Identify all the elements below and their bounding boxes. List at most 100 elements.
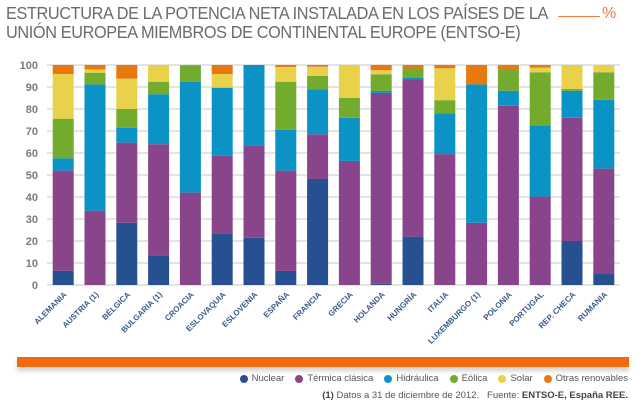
- bar-segment-hidr-ulica: [307, 89, 329, 135]
- footnote: (1) Datos a 31 de diciembre de 2012. Fue…: [322, 390, 628, 401]
- bar-segment-otras-renovables: [52, 65, 74, 75]
- bar-stack: [307, 65, 329, 285]
- legend-label: Eólica: [461, 373, 488, 384]
- chart-title-line-2: UNIÓN EUROPEA MIEMBROS DE CONTINENTAL EU…: [6, 22, 521, 42]
- bar-segment-e-lica: [84, 72, 106, 85]
- bar-segment-solar: [561, 65, 583, 89]
- x-tick-label: RUMANIA: [576, 290, 609, 323]
- x-tick-label: POLONIA: [482, 290, 514, 322]
- bar-segment-hidr-ulica: [466, 84, 488, 223]
- bar-segment-otras-renovables: [179, 65, 201, 66]
- bar-segment-hidr-ulica: [370, 90, 392, 93]
- bar-stack: [275, 65, 297, 285]
- chart-title: ESTRUCTURA DE LA POTENCIA NETA INSTALADA…: [6, 4, 548, 42]
- bar-segment-t-rmica-cl-sica: [211, 155, 233, 234]
- bar-segment-solar: [52, 74, 74, 119]
- bar-segment-solar: [275, 66, 297, 82]
- bar-segment-hidr-ulica: [116, 127, 138, 143]
- bar-segment-e-lica: [370, 74, 392, 91]
- legend-item: Otras renovables: [543, 373, 628, 384]
- bar-segment-otras-renovables: [434, 65, 456, 69]
- x-tick-label: ESPAÑA: [262, 290, 292, 320]
- bar-stack: [434, 65, 456, 285]
- bar-segment-hidr-ulica: [84, 84, 106, 211]
- footnote-text: Datos a 31 de diciembre de 2012.: [336, 390, 480, 401]
- bar-segment-nuclear: [561, 241, 583, 285]
- source-label: Fuente:: [487, 390, 520, 401]
- legend-item: Térmica clásica: [295, 373, 373, 384]
- bar-stack: [529, 65, 551, 285]
- bar-segment-e-lica: [52, 118, 74, 159]
- bar-segment-otras-renovables: [211, 65, 233, 75]
- bar-segment-e-lica: [497, 70, 519, 91]
- bar-segment-solar: [116, 78, 138, 109]
- bar-stack: [561, 65, 583, 285]
- bar-segment-t-rmica-cl-sica: [561, 117, 583, 241]
- bar-stack: [148, 65, 170, 285]
- y-tick-label: 70: [26, 126, 38, 138]
- bar-segment-e-lica: [434, 100, 456, 114]
- y-tick-label: 80: [26, 104, 38, 116]
- bar-segment-e-lica: [561, 88, 583, 91]
- legend-label: Térmica clásica: [307, 373, 374, 384]
- bar-stack: [84, 65, 106, 285]
- bar-segment-nuclear: [243, 237, 265, 285]
- bar-segment-hidr-ulica: [148, 94, 170, 145]
- footnote-marker: (1): [322, 390, 334, 401]
- bar-segment-otras-renovables: [275, 65, 297, 67]
- bar-stack: [497, 65, 519, 285]
- unit-rule: [558, 16, 600, 17]
- bar-stack: [338, 65, 360, 285]
- bar-segment-hidr-ulica: [338, 117, 360, 161]
- bar-stack: [402, 65, 424, 285]
- bar-segment-hidr-ulica: [593, 99, 615, 169]
- bar-segment-t-rmica-cl-sica: [84, 210, 106, 285]
- bar-stack: [466, 65, 488, 285]
- bars: [52, 65, 615, 285]
- legend-label: Otras renovables: [555, 373, 628, 384]
- y-tick-label: 10: [26, 258, 38, 270]
- bar-segment-e-lica: [593, 72, 615, 100]
- legend-swatch-icon: [449, 374, 458, 383]
- unit-label: %: [602, 5, 617, 22]
- bar-segment-nuclear: [116, 222, 138, 285]
- bar-segment-solar: [84, 69, 106, 73]
- bar-segment-t-rmica-cl-sica: [370, 92, 392, 284]
- legend-swatch-icon: [295, 374, 304, 383]
- x-tick-label: CROACIA: [163, 290, 196, 323]
- bar-segment-e-lica: [307, 76, 329, 90]
- bar-segment-otras-renovables: [529, 65, 551, 68]
- bar-segment-t-rmica-cl-sica: [593, 168, 615, 274]
- y-tick-label: 0: [32, 280, 38, 292]
- bar-segment-t-rmica-cl-sica: [338, 160, 360, 285]
- legend-label: Nuclear: [251, 373, 285, 384]
- bar-segment-hidr-ulica: [243, 65, 265, 146]
- bar-segment-e-lica: [116, 109, 138, 128]
- x-tick-label: FRANCIA: [291, 290, 323, 322]
- y-tick-label: 60: [26, 148, 38, 160]
- y-tick-label: 90: [26, 82, 38, 94]
- x-tick-label: BÉLGICA: [100, 290, 132, 322]
- bar-stack: [52, 65, 74, 285]
- legend-item: Nuclear: [239, 373, 285, 384]
- legend-item: Solar: [498, 373, 533, 384]
- bar-segment-t-rmica-cl-sica: [116, 142, 138, 223]
- y-axis-tick-labels: 0 10 20 30 40 50 60 70 80 90 100: [20, 60, 38, 292]
- bar-segment-nuclear: [593, 273, 615, 285]
- accent-bar: [17, 357, 629, 367]
- bar-segment-e-lica: [529, 72, 551, 126]
- bar-stack: [116, 65, 138, 285]
- bar-segment-solar: [529, 67, 551, 73]
- bar-segment-otras-renovables: [307, 65, 329, 67]
- bar-stack: [243, 65, 265, 285]
- bar-segment-solar: [593, 65, 615, 73]
- gridlines: [47, 64, 620, 286]
- bar-stack: [593, 65, 615, 285]
- bar-segment-hidr-ulica: [275, 129, 297, 171]
- bar-segment-hidr-ulica: [561, 90, 583, 118]
- legend-label: Solar: [510, 373, 533, 384]
- bar-segment-nuclear: [148, 255, 170, 285]
- bar-segment-otras-renovables: [402, 65, 424, 69]
